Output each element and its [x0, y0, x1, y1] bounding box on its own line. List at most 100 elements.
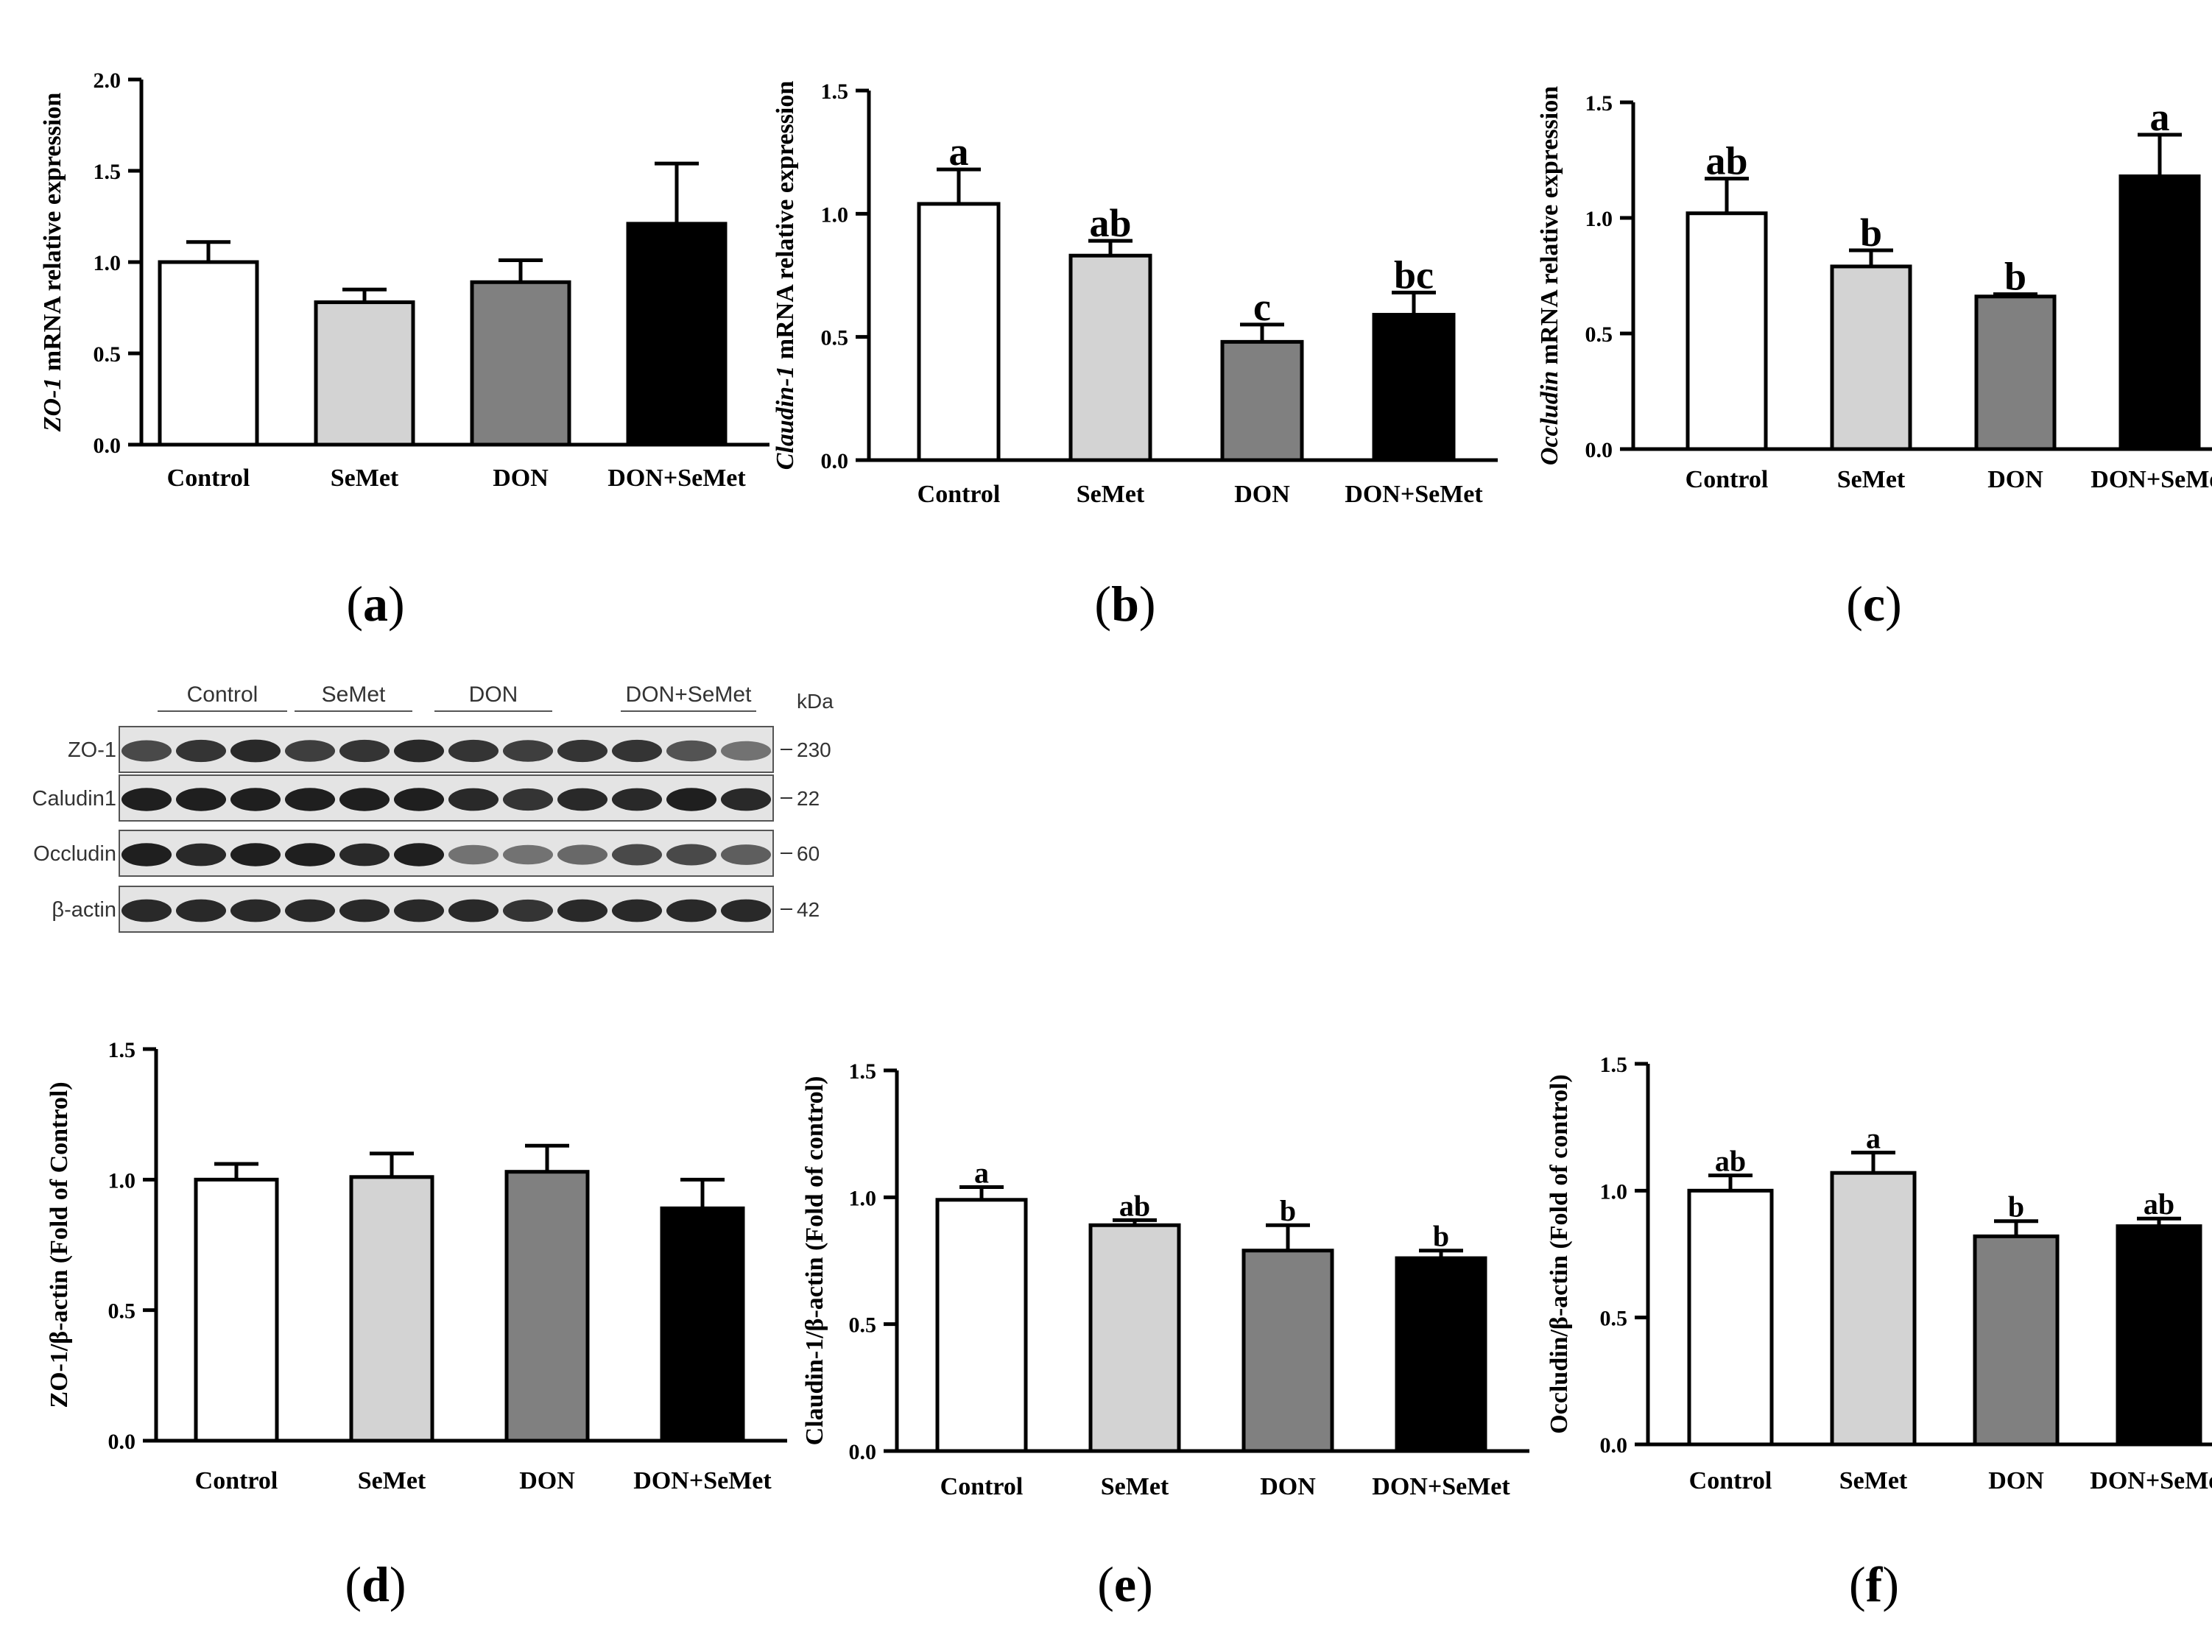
y-axis-label: Occludin mRNA relative expression — [1536, 86, 1563, 465]
significance-letter: b — [2008, 1190, 2024, 1224]
x-category-label: DON+SeMet — [2090, 1467, 2212, 1494]
blot-band — [611, 844, 663, 866]
bar-control — [917, 202, 1001, 462]
bar-control — [194, 1177, 279, 1443]
y-tick-label: 1.0 — [108, 1168, 136, 1193]
blot-band — [557, 899, 608, 922]
chart-panel-b: 0.0 0.5 1.0 1.5 Claudin-1 mRNA relative expr… — [772, 80, 1498, 632]
x-category-label: DON — [493, 465, 549, 492]
bar-control — [1687, 1188, 1774, 1447]
chart-panel-e: 0.0 0.5 1.0 1.5 Claudin-1/β-actin (Fold of c… — [801, 1059, 1529, 1612]
western-blot: Control SeMet DON DON+SeMet kDa ZO-1 230 Caludi… — [32, 682, 834, 933]
blot-band — [720, 899, 772, 922]
bar-control — [935, 1198, 1028, 1453]
x-category-label: DON — [1260, 1473, 1316, 1500]
blot-band — [666, 788, 717, 811]
blot-strip — [119, 830, 774, 877]
x-category-label: Control — [1686, 466, 1769, 493]
bar-control — [1686, 211, 1768, 451]
chart-panel-c: 0.0 0.5 1.0 1.5 Occludin mRNA relative expre… — [1536, 86, 2212, 632]
blot-strip — [119, 886, 774, 933]
blot-row-label: Caludin1 — [32, 787, 116, 811]
blot-kda-value: 60 — [797, 842, 820, 865]
y-tick-label: 1.5 — [1585, 91, 1613, 116]
y-tick-label: 0.0 — [849, 1440, 877, 1464]
x-category-label: DON — [1988, 1467, 2044, 1494]
significance-letter: b — [2004, 255, 2026, 299]
bar-don-semet — [2116, 1224, 2202, 1447]
blot-kda-value: 22 — [797, 787, 820, 810]
blot-band — [393, 843, 445, 866]
bar-control — [158, 260, 259, 447]
y-axis-label: Claudin-1/β-actin (Fold of control) — [801, 1076, 828, 1446]
significance-letter: ab — [2144, 1187, 2174, 1221]
significance-letter: b — [1433, 1220, 1449, 1253]
blot-band — [121, 843, 172, 866]
significance-letter: c — [1253, 285, 1271, 329]
y-axis-label: ZO-1 mRNA relative expression — [39, 93, 66, 433]
blot-band — [339, 843, 390, 866]
blot-band — [720, 788, 772, 811]
y-tick-label: 0.0 — [821, 449, 849, 473]
blot-band — [393, 899, 445, 922]
blot-band — [720, 741, 772, 761]
bar-don-semet — [1372, 313, 1456, 462]
significance-letter: a — [2150, 95, 2170, 139]
y-axis-label: ZO-1/β-actin (Fold of Control) — [46, 1081, 73, 1408]
panel-label: (d) — [345, 1556, 406, 1612]
blot-band — [448, 788, 499, 811]
bar-don — [1241, 1249, 1334, 1453]
significance-letter: ab — [1119, 1189, 1150, 1222]
blot-band — [175, 739, 227, 763]
bar-don-semet — [660, 1206, 745, 1443]
blot-band — [284, 740, 336, 762]
x-category-label: Control — [917, 481, 1001, 508]
blot-band — [230, 788, 281, 811]
y-axis-label-text: ZO-1/β-actin (Fold of Control) — [46, 1081, 73, 1408]
blot-band — [284, 843, 336, 866]
significance-letter: b — [1280, 1194, 1296, 1227]
blot-band — [502, 844, 554, 865]
x-category-label: Control — [1689, 1467, 1772, 1494]
blot-band — [121, 740, 172, 762]
blot-band — [230, 739, 281, 763]
y-tick-label: 0.0 — [94, 434, 121, 458]
y-tick-label: 1.0 — [94, 251, 121, 275]
blot-strip — [119, 726, 774, 773]
significance-letter: ab — [1089, 201, 1131, 245]
bar-don-semet — [626, 222, 728, 447]
y-tick-label: 2.0 — [94, 68, 121, 93]
x-category-label: SeMet — [1077, 481, 1145, 508]
x-category-label: SeMet — [331, 465, 399, 492]
panel-label: (e) — [1097, 1556, 1153, 1612]
bar-charts: 0.0 0.5 1.0 1.5 2.0 ZO-1 mRNA relative expres… — [39, 68, 2212, 1612]
blot-band — [611, 788, 663, 811]
y-tick-label: 0.5 — [108, 1299, 136, 1324]
x-category-label: DON+SeMet — [633, 1467, 772, 1494]
blot-band — [230, 899, 281, 922]
blot-row-label: ZO-1 — [68, 738, 116, 762]
blot-row-label: β-actin — [52, 898, 116, 922]
significance-letter: a — [974, 1157, 989, 1190]
blot-band — [666, 899, 717, 922]
blot-band — [339, 899, 390, 922]
panel-label: (a) — [346, 576, 404, 632]
x-category-label: Control — [195, 1467, 278, 1494]
blot-band — [502, 788, 554, 811]
bar-don — [1974, 294, 2057, 451]
bar-don — [470, 280, 571, 447]
blot-strip — [119, 774, 774, 822]
y-tick-label: 0.0 — [108, 1430, 136, 1454]
y-axis-label-text: Occludin/β-actin (Fold of control) — [1546, 1074, 1573, 1434]
y-tick-label: 1.5 — [821, 80, 849, 104]
blot-band — [121, 788, 172, 811]
panel-label: (c) — [1846, 576, 1902, 632]
bar-semet — [1088, 1223, 1181, 1453]
blot-band — [448, 899, 499, 922]
x-category-label: SeMet — [1101, 1473, 1169, 1500]
blot-band — [448, 739, 499, 763]
x-category-label: Control — [167, 465, 250, 492]
y-tick-label: 1.5 — [94, 160, 121, 184]
bar-don-semet — [2118, 174, 2201, 451]
significance-letter: bc — [1394, 253, 1434, 297]
